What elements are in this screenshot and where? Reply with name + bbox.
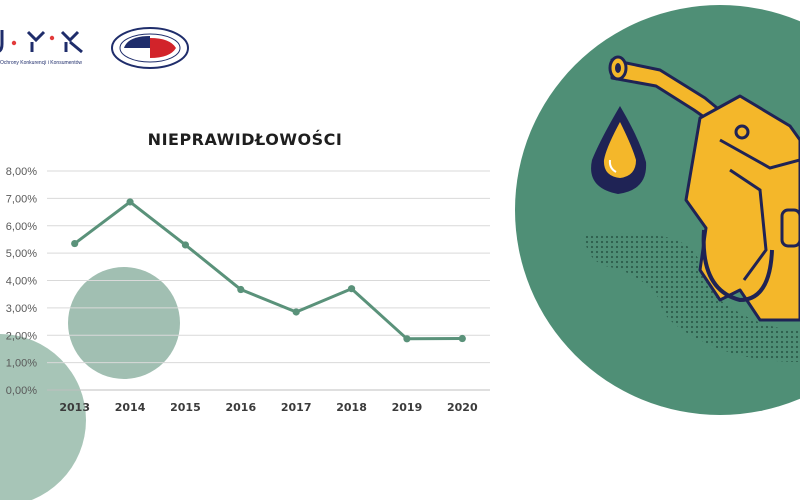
chart-title: NIEPRAWIDŁOWOŚCI: [147, 130, 343, 149]
y-tick-label: 2,00%: [6, 330, 37, 342]
series-line: [73, 200, 463, 341]
x-tick-label: 2020: [447, 401, 478, 414]
inspection-badge-icon: [111, 27, 189, 69]
x-tick-label: 2019: [392, 401, 423, 414]
x-tick-label: 2017: [281, 401, 312, 414]
fuel-drop-icon: [591, 106, 647, 194]
data-point: [347, 285, 356, 293]
data-point: [237, 285, 245, 294]
y-tick-label: 7,00%: [6, 193, 37, 205]
x-tick-label: 2016: [226, 401, 257, 414]
x-tick-label: 2013: [59, 401, 90, 414]
data-point: [292, 308, 300, 316]
y-tick-label: 4,00%: [6, 276, 37, 288]
nozzle-icon: [608, 55, 800, 322]
pale-circle-center: [68, 267, 180, 379]
y-tick-label: 8,00%: [6, 166, 37, 178]
uokik-caption: Ochrony Konkurencji i Konsumentów: [0, 60, 82, 66]
data-point: [403, 335, 411, 343]
data-point: [126, 198, 134, 206]
line-chart: 0,00% 1,00% 2,00% 3,00% 4,00% 5,00% 6,00% 7,00%…: [6, 166, 490, 414]
y-tick-label: 0,00%: [6, 385, 37, 397]
x-tick-label: 2014: [115, 401, 146, 414]
pale-circle-bottom-left: [0, 334, 86, 500]
dotted-shadow: [585, 233, 800, 362]
y-tick-label: 6,00%: [6, 221, 37, 233]
data-point: [181, 241, 190, 249]
data-point: [458, 334, 466, 343]
uokik-mark-icon: [0, 30, 83, 54]
inspection-logo: [111, 27, 189, 69]
x-tick-label: 2015: [170, 401, 201, 414]
y-tick-label: 3,00%: [6, 303, 37, 315]
y-tick-label: 1,00%: [6, 358, 37, 370]
x-tick-label: 2018: [336, 401, 367, 414]
data-point: [71, 239, 79, 248]
y-tick-label: 5,00%: [6, 248, 37, 260]
